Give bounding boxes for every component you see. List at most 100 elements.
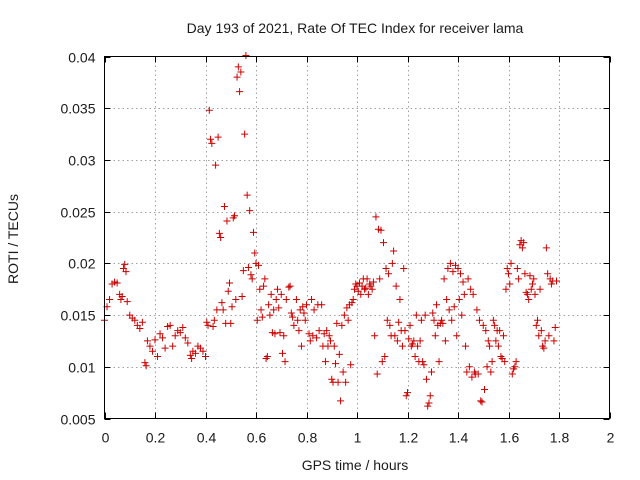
data-point	[166, 321, 174, 329]
data-point	[550, 337, 558, 345]
data-point	[424, 402, 432, 410]
data-point	[305, 330, 313, 338]
data-point	[272, 296, 280, 304]
data-point	[373, 370, 381, 378]
data-point	[526, 272, 534, 280]
data-point	[458, 311, 466, 319]
data-point	[404, 389, 411, 397]
data-point	[469, 290, 477, 298]
data-point	[462, 342, 470, 350]
data-point	[489, 316, 497, 324]
data-point	[248, 275, 256, 283]
data-point	[449, 268, 457, 276]
data-point	[214, 133, 222, 141]
data-point	[377, 226, 385, 234]
data-point	[330, 342, 338, 350]
data-point	[225, 279, 233, 287]
x-tick-label: 0	[102, 430, 110, 446]
y-axis-label: ROTI / TECUs	[5, 194, 21, 284]
data-point	[347, 361, 355, 369]
data-point	[333, 319, 341, 327]
data-point	[321, 358, 329, 366]
data-point	[488, 358, 496, 366]
data-point	[368, 285, 376, 293]
data-point	[540, 344, 548, 352]
data-point	[204, 321, 212, 329]
data-point	[266, 311, 274, 319]
data-point	[450, 303, 458, 311]
data-point	[308, 296, 316, 304]
data-point	[318, 301, 326, 309]
data-point	[138, 318, 146, 326]
data-point	[372, 213, 380, 221]
data-point	[520, 239, 528, 247]
data-point	[417, 316, 425, 324]
data-point	[391, 332, 399, 340]
data-point	[141, 359, 149, 367]
data-point	[454, 265, 462, 273]
data-point	[113, 279, 121, 287]
data-point	[410, 337, 418, 345]
data-point	[388, 259, 396, 267]
data-point	[210, 316, 218, 324]
data-point	[426, 392, 434, 400]
data-point	[340, 311, 348, 319]
data-point	[332, 360, 340, 368]
data-point	[496, 327, 504, 335]
grid-layer	[104, 56, 610, 419]
data-point	[511, 363, 519, 371]
data-point	[527, 285, 535, 293]
data-point	[277, 290, 285, 298]
data-point	[220, 202, 228, 210]
data-point	[287, 309, 295, 317]
data-point	[409, 340, 417, 348]
y-tick-label: 0.02	[68, 256, 95, 272]
data-point	[431, 332, 439, 340]
data-point	[491, 321, 499, 329]
data-point	[420, 361, 428, 369]
data-point	[433, 301, 441, 309]
x-tick-label: 1.8	[550, 430, 570, 446]
data-point	[280, 332, 288, 340]
data-point	[483, 363, 491, 371]
data-point	[357, 290, 365, 298]
data-point	[154, 352, 162, 360]
data-point	[473, 306, 481, 314]
data-point	[344, 316, 352, 324]
data-point	[337, 397, 345, 405]
data-point	[325, 332, 333, 340]
data-point	[421, 311, 429, 319]
data-point	[295, 327, 303, 335]
data-point	[512, 358, 520, 366]
data-point	[455, 296, 463, 304]
x-tick-label: 1.2	[399, 430, 419, 446]
data-point	[151, 336, 159, 344]
data-point	[238, 292, 246, 300]
data-point	[406, 321, 414, 329]
data-point	[547, 280, 555, 288]
data-point	[525, 296, 533, 304]
data-point	[475, 316, 483, 324]
data-point	[552, 277, 560, 285]
data-point	[443, 296, 451, 304]
x-tick-label: 1.4	[449, 430, 469, 446]
data-point	[242, 51, 250, 59]
data-point	[382, 265, 390, 273]
data-point	[501, 358, 509, 366]
data-point	[136, 325, 144, 333]
data-point	[285, 283, 293, 291]
y-tick-label: 0.035	[60, 101, 95, 117]
data-point	[378, 358, 386, 366]
y-tick-label: 0.025	[60, 205, 95, 221]
data-point	[256, 285, 264, 293]
data-point	[205, 106, 213, 114]
data-point	[477, 397, 485, 405]
y-tick-label: 0.04	[68, 50, 95, 66]
data-point	[481, 386, 489, 394]
data-point	[446, 259, 454, 267]
data-point	[551, 323, 559, 331]
data-point	[148, 347, 156, 355]
data-point	[276, 329, 284, 337]
data-point	[405, 335, 413, 343]
